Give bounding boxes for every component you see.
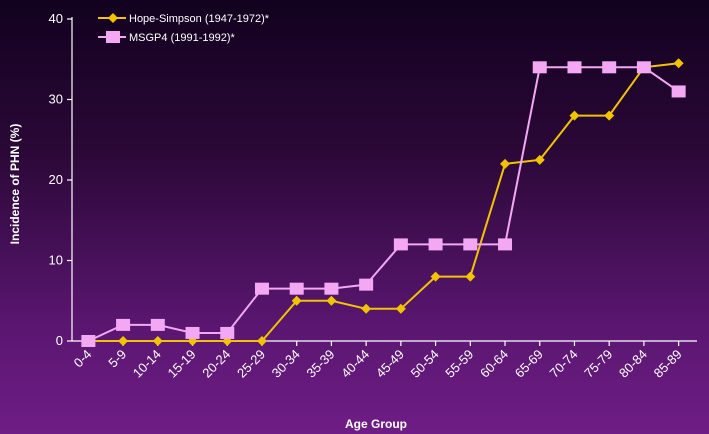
x-tick-label: 70-74 — [546, 347, 580, 381]
data-point — [359, 278, 374, 291]
legend-marker — [106, 31, 120, 43]
x-tick-label: 20-24 — [199, 347, 233, 381]
data-point — [81, 335, 96, 347]
x-tick-label: 80-84 — [616, 347, 650, 381]
data-point — [116, 318, 131, 331]
data-point — [118, 336, 129, 346]
data-point — [150, 318, 165, 331]
legend-item: Hope-Simpson (1947-1972)* — [98, 13, 270, 25]
x-tick-label: 0-4 — [71, 347, 95, 371]
legend-marker — [108, 13, 118, 23]
legend-item: MSGP4 (1991-1992)* — [98, 31, 235, 44]
data-point — [569, 110, 580, 121]
data-point — [430, 271, 441, 282]
x-tick-label: 5-9 — [105, 347, 129, 371]
data-point — [604, 110, 615, 121]
data-point — [465, 271, 476, 282]
legend-label: Hope-Simpson (1947-1972)* — [129, 13, 270, 25]
y-ticks: 0 10 20 30 40 — [49, 11, 72, 348]
series-2 — [81, 61, 686, 347]
series-line — [88, 62, 679, 342]
data-point — [220, 326, 235, 339]
data-point — [428, 238, 443, 251]
data-point — [324, 282, 339, 295]
x-tick-label: 60-64 — [477, 347, 511, 381]
data-point — [393, 238, 408, 251]
x-tick-label: 25-29 — [234, 347, 268, 381]
x-tick-label: 35-39 — [303, 347, 337, 381]
data-point — [152, 336, 163, 346]
x-tick-label: 45-49 — [373, 347, 407, 381]
data-point — [185, 326, 200, 339]
y-axis-title: Incidence of PHN (%) — [8, 124, 22, 245]
data-point — [534, 154, 545, 165]
x-ticks: 0-4 5-9 10-14 15-19 20-24 25-29 30-34 35-39 40-4… — [71, 341, 685, 381]
y-tick-label: 30 — [49, 92, 63, 107]
data-point — [602, 61, 617, 74]
data-point — [463, 238, 478, 251]
data-point — [289, 282, 304, 295]
y-tick-label: 10 — [49, 253, 63, 268]
x-tick-label: 40-44 — [338, 347, 372, 381]
data-point — [254, 282, 269, 295]
data-point — [671, 85, 686, 98]
y-tick-label: 40 — [49, 11, 63, 26]
data-point — [532, 61, 547, 74]
x-tick-label: 10-14 — [130, 347, 164, 381]
x-tick-label: 65-69 — [512, 347, 546, 381]
series-group — [81, 58, 686, 347]
data-point — [673, 58, 684, 69]
data-point — [361, 303, 372, 314]
data-point — [326, 295, 337, 306]
x-tick-label: 30-34 — [269, 347, 303, 381]
y-tick-label: 20 — [49, 172, 63, 187]
x-tick-label: 75-79 — [581, 347, 615, 381]
data-point — [498, 238, 513, 251]
data-point — [256, 336, 267, 346]
series-1 — [83, 58, 684, 346]
data-point — [291, 295, 302, 306]
series-line — [87, 66, 680, 342]
x-tick-label: 15-19 — [165, 347, 199, 381]
x-tick-label: 85-89 — [651, 347, 685, 381]
y-tick-label: 0 — [56, 333, 63, 348]
legend-label: MSGP4 (1991-1992)* — [129, 32, 235, 44]
x-tick-label: 50-54 — [408, 347, 442, 381]
data-point — [636, 61, 651, 74]
data-point — [395, 303, 406, 314]
x-tick-label: 55-59 — [442, 347, 476, 381]
legend: Hope-Simpson (1947-1972)* MSGP4 (1991-199… — [98, 13, 270, 44]
data-point — [500, 158, 511, 169]
x-axis-title: Age Group — [345, 417, 407, 431]
data-point — [567, 61, 582, 74]
